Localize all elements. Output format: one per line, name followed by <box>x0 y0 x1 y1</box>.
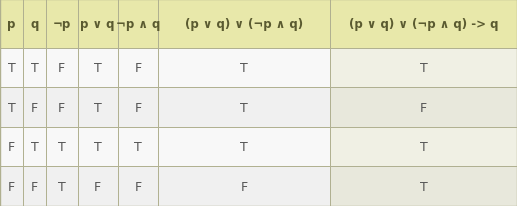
Text: F: F <box>134 101 142 114</box>
Text: T: T <box>94 62 101 75</box>
Bar <box>158 127 330 167</box>
Text: T: T <box>240 62 248 75</box>
Bar <box>46 167 78 206</box>
Bar <box>0 88 23 127</box>
Text: T: T <box>31 62 38 75</box>
Bar <box>158 88 330 127</box>
Bar <box>118 48 158 88</box>
Text: T: T <box>31 140 38 153</box>
Bar <box>78 0 118 48</box>
Text: F: F <box>240 180 248 193</box>
Bar <box>23 167 46 206</box>
Text: T: T <box>8 62 16 75</box>
Bar <box>0 48 23 88</box>
Bar <box>46 0 78 48</box>
Bar <box>118 127 158 167</box>
Text: T: T <box>420 62 428 75</box>
Bar <box>78 127 118 167</box>
Bar <box>330 167 517 206</box>
Text: T: T <box>240 101 248 114</box>
Bar <box>330 127 517 167</box>
Text: T: T <box>420 140 428 153</box>
Bar <box>78 48 118 88</box>
Bar <box>0 0 23 48</box>
Text: (p ∨ q) ∨ (¬p ∧ q) -> q: (p ∨ q) ∨ (¬p ∧ q) -> q <box>349 18 498 31</box>
Bar <box>330 88 517 127</box>
Bar <box>46 127 78 167</box>
Bar <box>118 0 158 48</box>
Text: F: F <box>8 140 15 153</box>
Bar <box>158 48 330 88</box>
Bar <box>118 167 158 206</box>
Text: F: F <box>31 101 38 114</box>
Bar <box>46 88 78 127</box>
Text: T: T <box>58 180 66 193</box>
Bar <box>23 48 46 88</box>
Text: (p ∨ q) ∨ (¬p ∧ q): (p ∨ q) ∨ (¬p ∧ q) <box>185 18 303 31</box>
Text: p: p <box>7 18 16 31</box>
Bar <box>23 127 46 167</box>
Text: T: T <box>240 140 248 153</box>
Bar <box>23 88 46 127</box>
Bar <box>78 167 118 206</box>
Bar <box>0 127 23 167</box>
Text: p ∨ q: p ∨ q <box>81 18 115 31</box>
Text: F: F <box>31 180 38 193</box>
Text: F: F <box>420 101 427 114</box>
Bar <box>118 88 158 127</box>
Text: F: F <box>134 62 142 75</box>
Bar <box>158 0 330 48</box>
Text: ¬p: ¬p <box>53 18 71 31</box>
Bar <box>78 88 118 127</box>
Text: F: F <box>58 101 65 114</box>
Text: T: T <box>94 101 101 114</box>
Bar <box>23 0 46 48</box>
Bar <box>0 167 23 206</box>
Text: F: F <box>134 180 142 193</box>
Text: q: q <box>31 18 39 31</box>
Bar <box>46 48 78 88</box>
Text: T: T <box>134 140 142 153</box>
Bar <box>330 48 517 88</box>
Text: T: T <box>94 140 101 153</box>
Text: F: F <box>58 62 65 75</box>
Text: F: F <box>94 180 101 193</box>
Text: T: T <box>8 101 16 114</box>
Text: F: F <box>8 180 15 193</box>
Text: T: T <box>420 180 428 193</box>
Text: T: T <box>58 140 66 153</box>
Bar <box>158 167 330 206</box>
Text: ¬p ∧ q: ¬p ∧ q <box>116 18 160 31</box>
Bar <box>330 0 517 48</box>
